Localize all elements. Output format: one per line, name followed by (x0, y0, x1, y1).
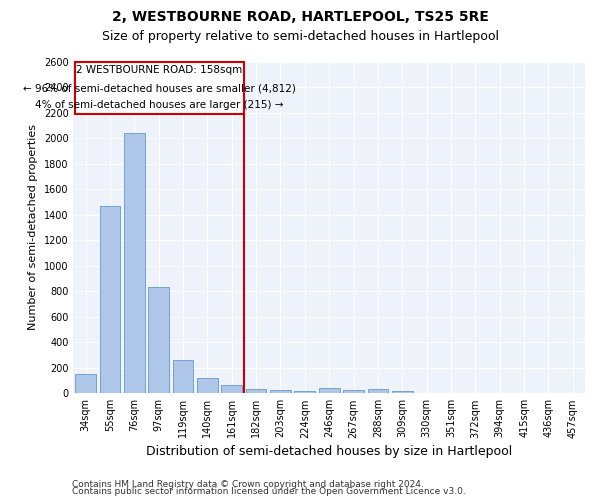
Text: 4% of semi-detached houses are larger (215) →: 4% of semi-detached houses are larger (2… (35, 100, 284, 110)
Bar (75, 374, 96, 394)
Bar (197, 378, 218, 394)
Text: 2 WESTBOURNE ROAD: 158sqm: 2 WESTBOURNE ROAD: 158sqm (76, 66, 242, 76)
FancyBboxPatch shape (74, 62, 244, 114)
Text: Contains public sector information licensed under the Open Government Licence v3: Contains public sector information licen… (72, 487, 466, 496)
Text: ← 96% of semi-detached houses are smaller (4,812): ← 96% of semi-detached houses are smalle… (23, 84, 296, 94)
Bar (100, 206, 120, 394)
Bar (319, 388, 340, 394)
Bar (392, 391, 413, 394)
Text: Size of property relative to semi-detached houses in Hartlepool: Size of property relative to semi-detach… (101, 30, 499, 43)
X-axis label: Distribution of semi-detached houses by size in Hartlepool: Distribution of semi-detached houses by … (146, 444, 512, 458)
Text: Contains HM Land Registry data © Crown copyright and database right 2024.: Contains HM Land Registry data © Crown c… (72, 480, 424, 489)
Bar (148, 287, 169, 394)
Bar (221, 385, 242, 394)
Y-axis label: Number of semi-detached properties: Number of semi-detached properties (28, 124, 38, 330)
Text: 2, WESTBOURNE ROAD, HARTLEPOOL, TS25 5RE: 2, WESTBOURNE ROAD, HARTLEPOOL, TS25 5RE (112, 10, 488, 24)
Bar (270, 390, 291, 394)
Bar (173, 360, 193, 394)
Bar (246, 389, 266, 394)
Bar (295, 392, 315, 394)
Bar (343, 390, 364, 394)
Bar (124, 133, 145, 394)
Bar (368, 390, 388, 394)
